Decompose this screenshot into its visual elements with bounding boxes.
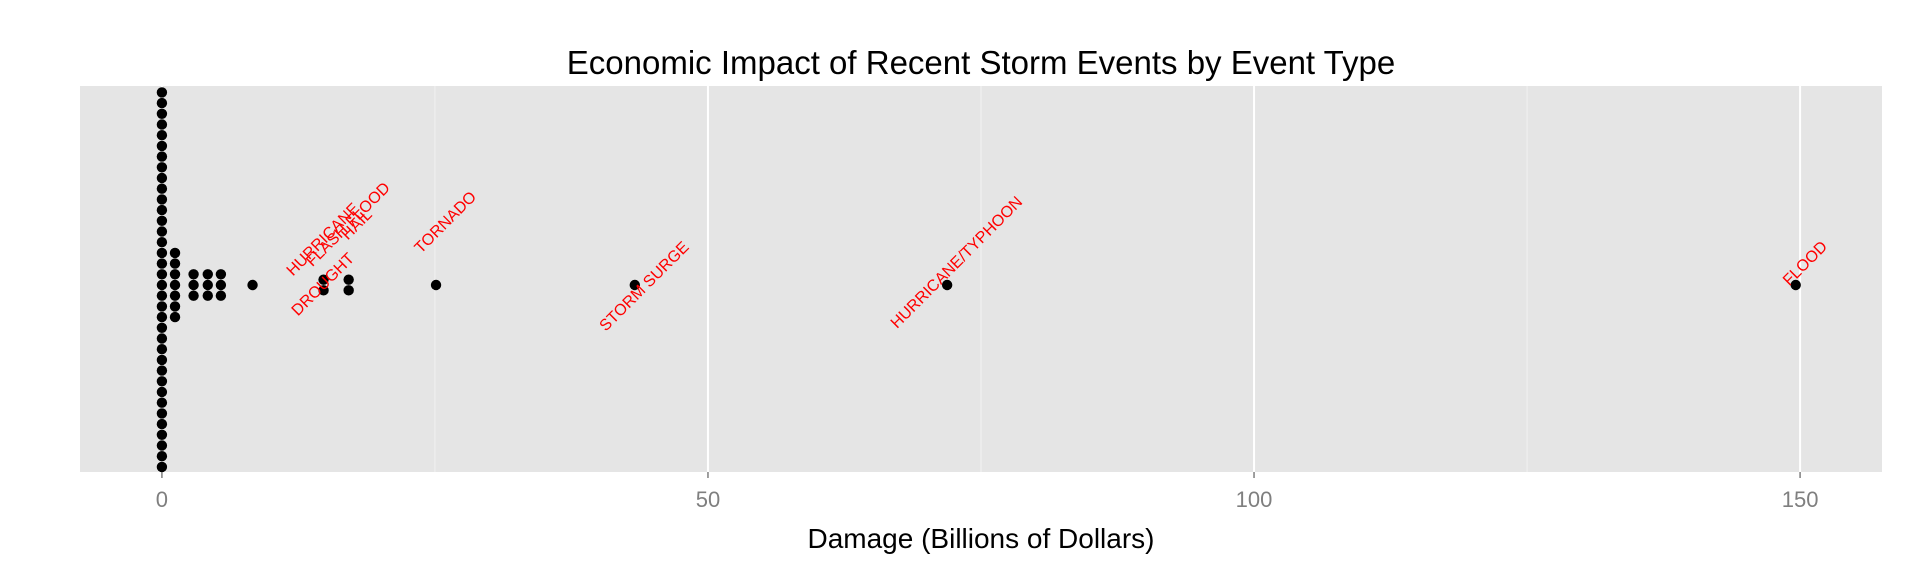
data-dot: [169, 269, 181, 280]
data-dot: [156, 440, 168, 451]
x-tick-label: 50: [696, 487, 720, 512]
data-dot: [156, 290, 168, 301]
dots: [156, 87, 1801, 473]
data-dot: [156, 301, 168, 312]
data-dot: [169, 247, 181, 259]
data-dot: [169, 311, 181, 323]
data-dot: [156, 376, 168, 387]
x-tick-label: 0: [156, 487, 168, 512]
data-dot: [156, 194, 168, 205]
data-dot: [247, 279, 258, 291]
data-dot: [156, 162, 168, 173]
data-dot: [156, 140, 168, 152]
data-dot: [156, 258, 168, 269]
data-dot: [156, 87, 168, 98]
data-dot: [156, 333, 168, 344]
data-dot: [202, 279, 213, 291]
data-dot: [169, 279, 181, 291]
data-dot: [430, 279, 442, 291]
data-dot: [156, 344, 168, 355]
x-axis-title: Damage (Billions of Dollars): [807, 523, 1154, 554]
data-dot: [188, 269, 199, 280]
data-dot: [215, 290, 227, 301]
data-dot: [156, 269, 168, 280]
data-dot: [156, 354, 168, 366]
data-dot: [156, 279, 168, 291]
data-dot: [156, 247, 168, 259]
data-dot: [188, 290, 199, 301]
x-axis-ticks: 0 50 100 150: [156, 472, 1819, 512]
data-dot: [215, 269, 227, 280]
data-dot: [156, 215, 168, 226]
data-dot: [215, 279, 227, 291]
data-dot: [156, 397, 168, 408]
data-dot: [156, 108, 168, 120]
data-dot: [156, 130, 168, 141]
data-dot: [188, 279, 199, 291]
data-dot: [156, 237, 168, 248]
data-dot: [169, 290, 181, 301]
chart-title: Economic Impact of Recent Storm Events b…: [567, 44, 1395, 81]
data-dot: [941, 279, 953, 291]
data-dot: [318, 285, 329, 296]
x-tick-label: 150: [1782, 487, 1819, 512]
data-dot: [156, 226, 168, 237]
data-dot: [156, 183, 168, 194]
data-dot: [156, 119, 168, 130]
data-dot: [156, 451, 168, 462]
data-dot: [1790, 279, 1801, 291]
data-dot: [156, 365, 168, 376]
data-dot: [156, 418, 168, 430]
data-dot: [156, 151, 168, 162]
data-dot: [156, 386, 168, 398]
data-dot: [318, 274, 329, 285]
data-dot: [156, 97, 168, 109]
data-dot: [343, 274, 354, 285]
data-dot: [156, 429, 168, 440]
data-dot: [156, 311, 168, 323]
data-dot: [156, 172, 168, 184]
data-dot: [169, 258, 181, 269]
data-dot: [156, 408, 168, 419]
data-dot: [156, 204, 168, 216]
data-dot: [202, 290, 213, 301]
data-dot: [629, 279, 640, 291]
data-dot: [156, 461, 168, 473]
data-dot: [156, 322, 168, 333]
data-dot: [343, 285, 354, 296]
data-dot: [202, 269, 213, 280]
data-dot: [169, 301, 181, 312]
x-tick-label: 100: [1236, 487, 1273, 512]
